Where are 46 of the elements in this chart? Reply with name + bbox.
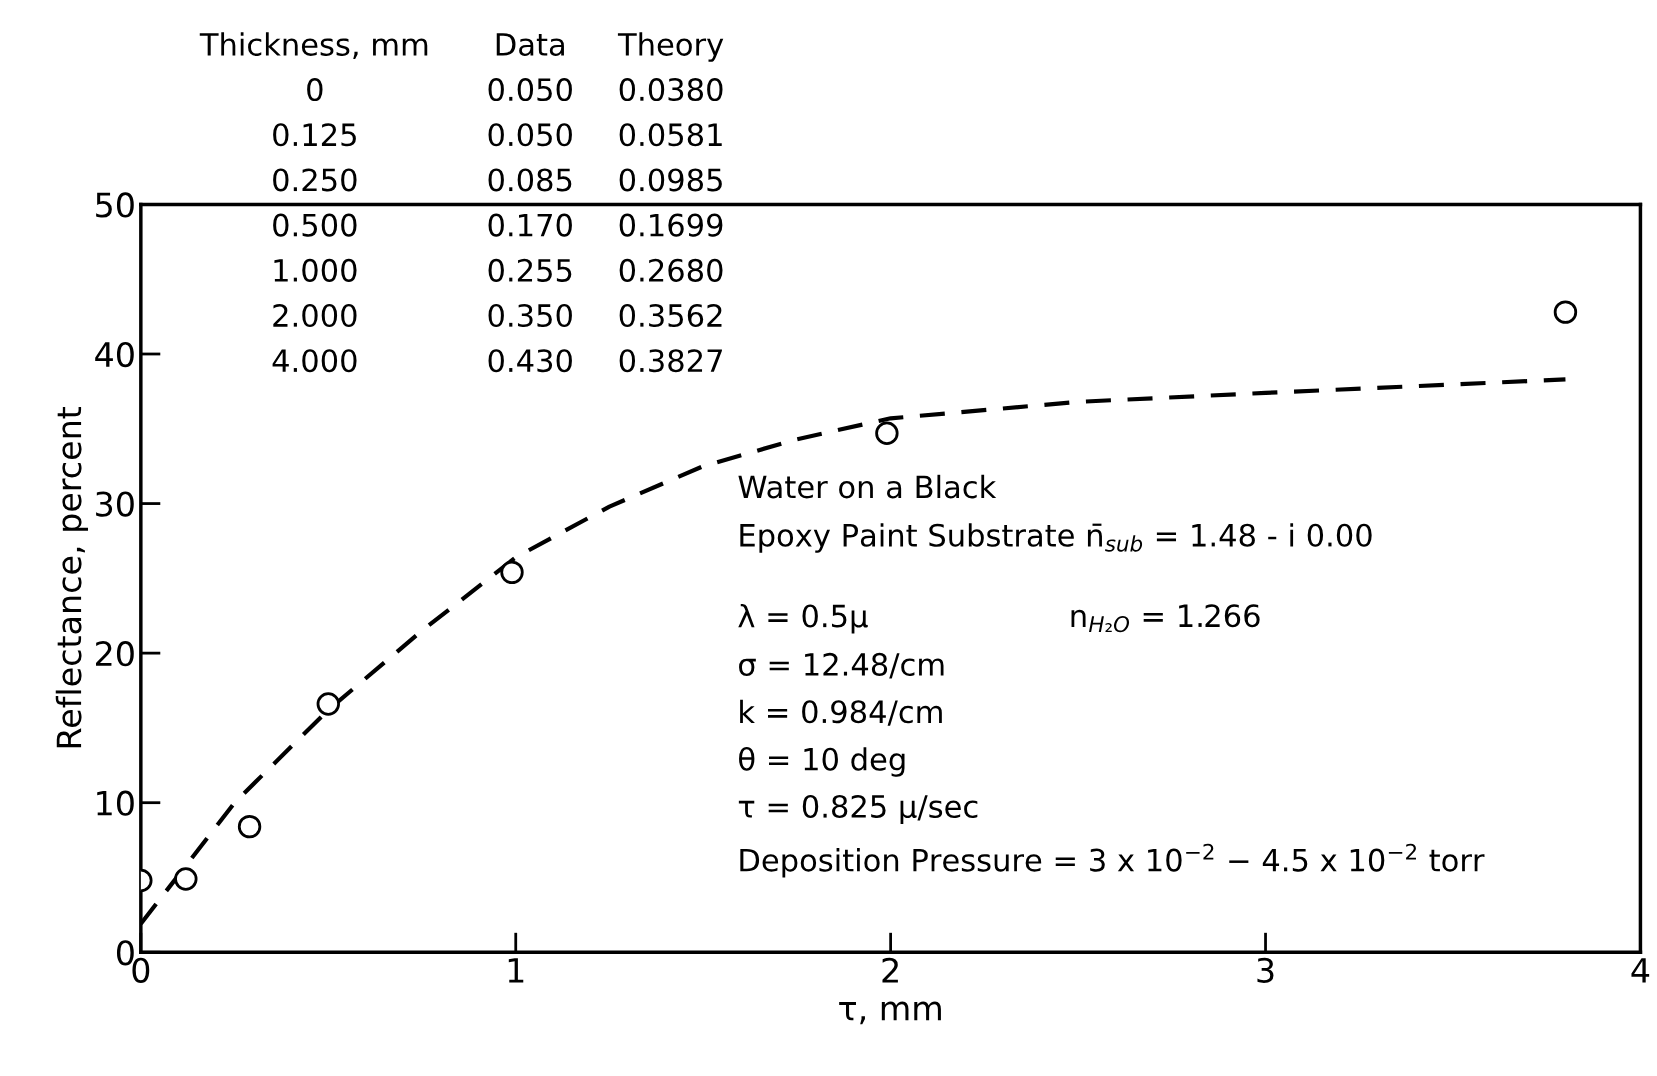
- annotation: Water on a Black: [738, 474, 997, 499]
- annotation: λ = 0.5μ: [738, 603, 868, 634]
- text: Theory: [617, 32, 724, 62]
- x-tick-label: 3: [1257, 957, 1274, 983]
- annotation: 0.3562: [619, 303, 722, 328]
- annotation: 0.430: [488, 349, 572, 373]
- annotation: Epoxy Paint Substrate n̄$_{sub}$ = 1.48 - i 0.00: [740, 523, 1372, 553]
- annotation: θ = 10 deg: [739, 746, 905, 777]
- x-axis-title: τ, mm: [839, 1001, 941, 1025]
- text: Thickness, mm: [199, 32, 428, 60]
- annotation: k = 0.984/cm: [740, 699, 942, 726]
- text: 0.250: [273, 168, 357, 192]
- text: 0.050: [488, 123, 572, 147]
- annotation: 2.000: [273, 303, 357, 328]
- annotation: 0.170: [488, 213, 572, 237]
- y-tick-label: 50: [96, 192, 134, 218]
- text: 0.125: [273, 123, 356, 147]
- annotation: 0.255: [488, 258, 572, 282]
- y-tick-label: 10: [97, 790, 134, 816]
- annotation: 0.500: [273, 213, 357, 237]
- text: 0.050: [488, 78, 572, 102]
- x-tick-label: 1: [508, 958, 524, 983]
- y-tick-label: 30: [96, 491, 134, 517]
- text: 0.0985: [619, 168, 722, 192]
- y-tick-label: 20: [96, 641, 134, 667]
- x-tick-label: 4: [1631, 958, 1650, 983]
- annotation: n$_{H₂O}$ = 1.266: [1071, 604, 1260, 633]
- annotation: 0.350: [488, 303, 572, 328]
- annotation: 4.000: [272, 349, 357, 373]
- y-axis-title: Reflectance, percent: [55, 407, 89, 748]
- y-tick-label: 0: [116, 940, 134, 966]
- text: 0.085: [488, 168, 572, 192]
- text: 0.0380: [619, 78, 723, 102]
- text: 0.0581: [619, 123, 722, 147]
- x-tick-label: 2: [882, 957, 898, 983]
- x-tick-label: 0: [132, 957, 150, 983]
- annotation: 0.2680: [619, 258, 723, 282]
- annotation: τ = 0.825 μ/sec: [738, 794, 978, 824]
- y-tick-label: 40: [95, 341, 134, 368]
- annotation: Deposition Pressure = 3 x 10$^{−2}$ − 4.5 x 10$^{−2}$ torr: [740, 843, 1485, 878]
- annotation: σ = 12.48/cm: [739, 652, 944, 679]
- annotation: 0.1699: [619, 213, 723, 237]
- text: 0: [307, 78, 323, 102]
- annotation: 0.3827: [619, 349, 722, 373]
- annotation: 1.000: [274, 258, 357, 282]
- text: Data: [496, 33, 564, 56]
